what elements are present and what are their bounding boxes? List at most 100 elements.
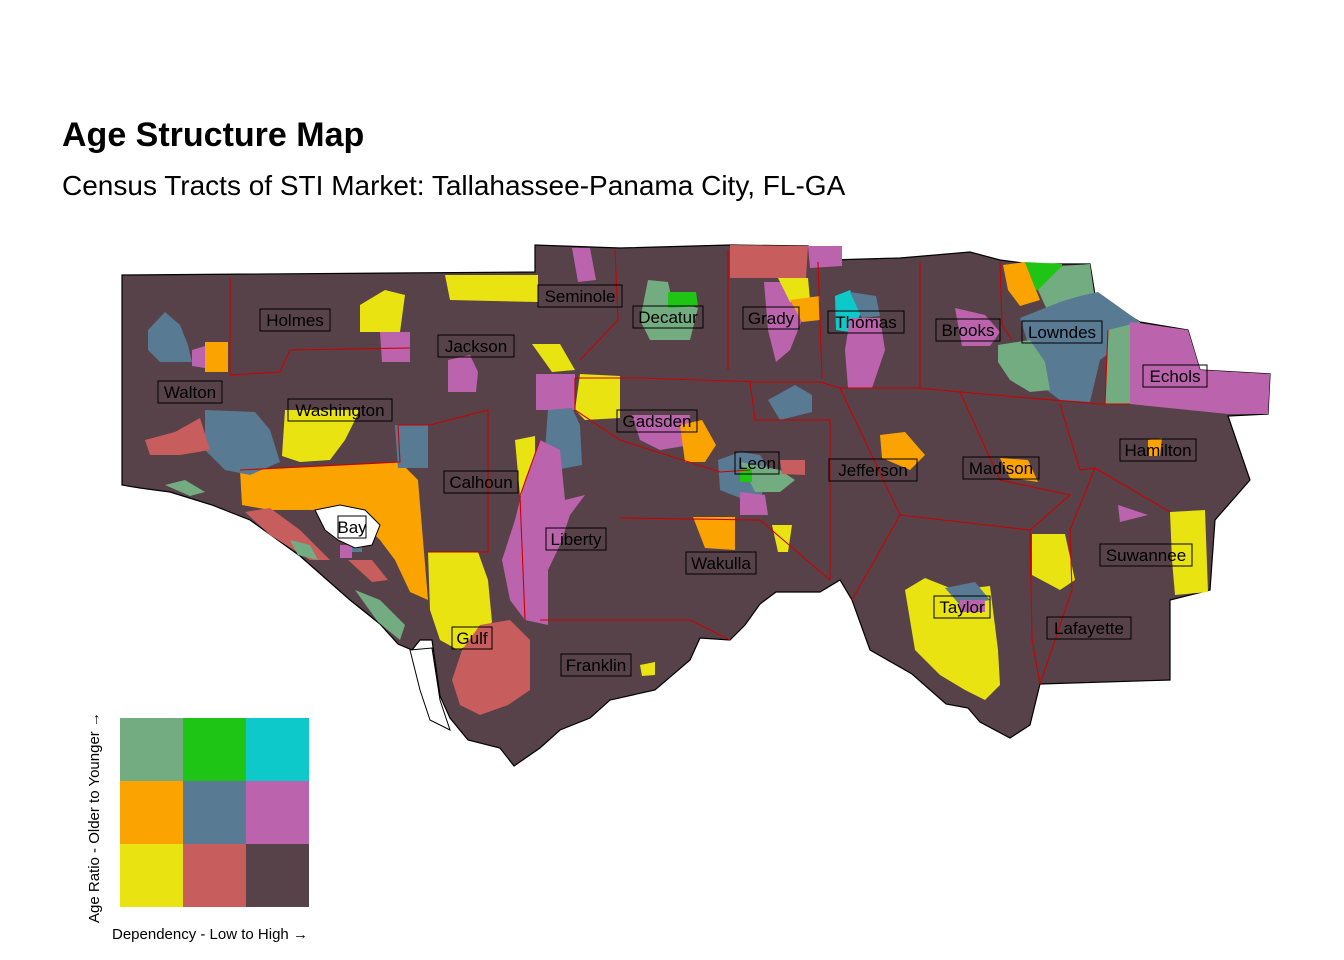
county-name: Jackson [445,337,507,356]
county-name: Lowndes [1028,323,1096,342]
tract-red-gulf [452,620,530,715]
tract-green-lowndes-south [998,340,1050,392]
county-label-lowndes: Lowndes [1021,320,1103,344]
tract-brightgreen-decatur [668,292,698,308]
county-name: Jefferson [838,461,908,480]
tract-orange-west [205,342,228,372]
border-al-state [229,278,411,376]
county-name: Calhoun [449,473,512,492]
county-name: Washington [295,401,384,420]
map-subtitle: Census Tracts of STI Market: Tallahassee… [62,170,846,201]
tract-orange-hamilton [1148,438,1162,456]
border-wakulla [619,517,831,581]
county-label-madison: Madison [962,456,1040,480]
tract-pink-leon [740,492,768,515]
county-name: Suwannee [1106,546,1186,565]
border-echols [1104,329,1109,405]
tract-red-grady [730,245,808,278]
tract-red-leon [780,460,805,475]
tract-orange-lowndes [1003,262,1040,306]
county-name: Leon [738,454,776,473]
tract-pink-suwannee [1118,505,1148,522]
tract-pink-west [192,346,205,368]
tract-orange-madison [1000,458,1038,482]
legend-cell-r0c1 [183,718,246,781]
tract-red-bay-mid [348,560,388,582]
tract-blue-walton [205,410,280,475]
tract-pink-bay [340,545,352,558]
tract-orange-gadsden [680,420,716,462]
legend-y-label: Age Ratio - Older to Younger → [86,712,103,923]
county-name: Franklin [566,656,626,675]
border-gadsden [574,378,751,473]
county-label-brooks: Brooks [935,318,1001,342]
tract-red-walton [145,418,210,455]
border-madison [959,391,1072,531]
county-name: Seminole [545,287,616,306]
border-liberty-west [519,439,541,621]
tract-pink-grady-top [808,246,842,268]
county-label-suwannee: Suwannee [1099,543,1193,567]
tract-green-bay [290,540,318,560]
county-label-wakulla: Wakulla [685,551,757,575]
county-label-walton: Walton [157,380,223,404]
tract-pink-seminole [572,248,596,282]
tract-green-coast [355,590,405,640]
county-labels: Holmes Seminole Decatur Grady Thomas Bro… [157,284,1208,677]
county-name: Brooks [942,321,995,340]
tract-pink-thomas [845,318,885,388]
tract-blue-leon-north [768,385,812,420]
county-label-jackson: Jackson [437,334,515,358]
county-label-seminole: Seminole [537,284,623,308]
legend-x-label: Dependency - Low to High → [112,926,308,943]
county-name: Gulf [456,629,487,648]
tract-yellow-grady [778,278,810,302]
border-taylor [899,514,1041,685]
legend-cell-r0c0 [120,718,183,781]
border-lowndes [999,261,1013,341]
tract-orange-leon [693,517,735,550]
tract-pink-jackson [448,355,478,392]
legend-cell-r2c2 [246,844,309,907]
border-leon [749,381,831,580]
county-name: Thomas [835,313,896,332]
tract-yellow-chattahoochee [575,374,620,420]
county-label-decatur: Decatur [632,305,704,329]
county-name: Liberty [550,530,602,549]
county-name: Walton [164,383,216,402]
county-name: Lafayette [1054,619,1124,638]
tract-yellow-jackson-top [445,275,538,302]
tract-pink-holmes [380,332,410,362]
tract-yellow-gulf [428,552,492,650]
bivariate-legend: Dependency - Low to High → Age Ratio - O… [86,712,309,943]
tract-blue-lowndes [1020,292,1140,402]
county-borders [229,249,1171,685]
county-label-liberty: Liberty [545,527,607,551]
tract-yellow-lafayette [1032,534,1075,590]
county-name: Gadsden [623,412,692,431]
legend-cell-r2c0 [120,844,183,907]
tract-yellow-sneads [532,344,575,372]
tract-yellow-franklin [640,662,655,676]
tract-yellow-washington [282,410,360,462]
county-label-franklin: Franklin [560,653,632,677]
tract-blue-taylor [945,582,990,605]
county-label-gulf: Gulf [451,626,493,650]
map-title: Age Structure Map [62,116,365,154]
county-name: Hamilton [1124,441,1191,460]
tract-green-decatur [640,280,698,340]
tract-orange-bay [240,462,428,600]
county-name: Wakulla [691,554,751,573]
county-label-thomas: Thomas [827,310,905,334]
tract-yellow-suwannee [1170,510,1208,595]
legend-cell-r0c2 [246,718,309,781]
county-label-gadsden: Gadsden [616,409,698,433]
border-hamilton [1059,403,1171,513]
county-label-calhoun: Calhoun [443,470,519,494]
tract-orange-jefferson [880,432,925,470]
county-name: Holmes [266,311,324,330]
tract-pink-brooks [955,308,1000,346]
tract-pink-liberty [502,440,585,625]
county-name: Grady [748,309,795,328]
